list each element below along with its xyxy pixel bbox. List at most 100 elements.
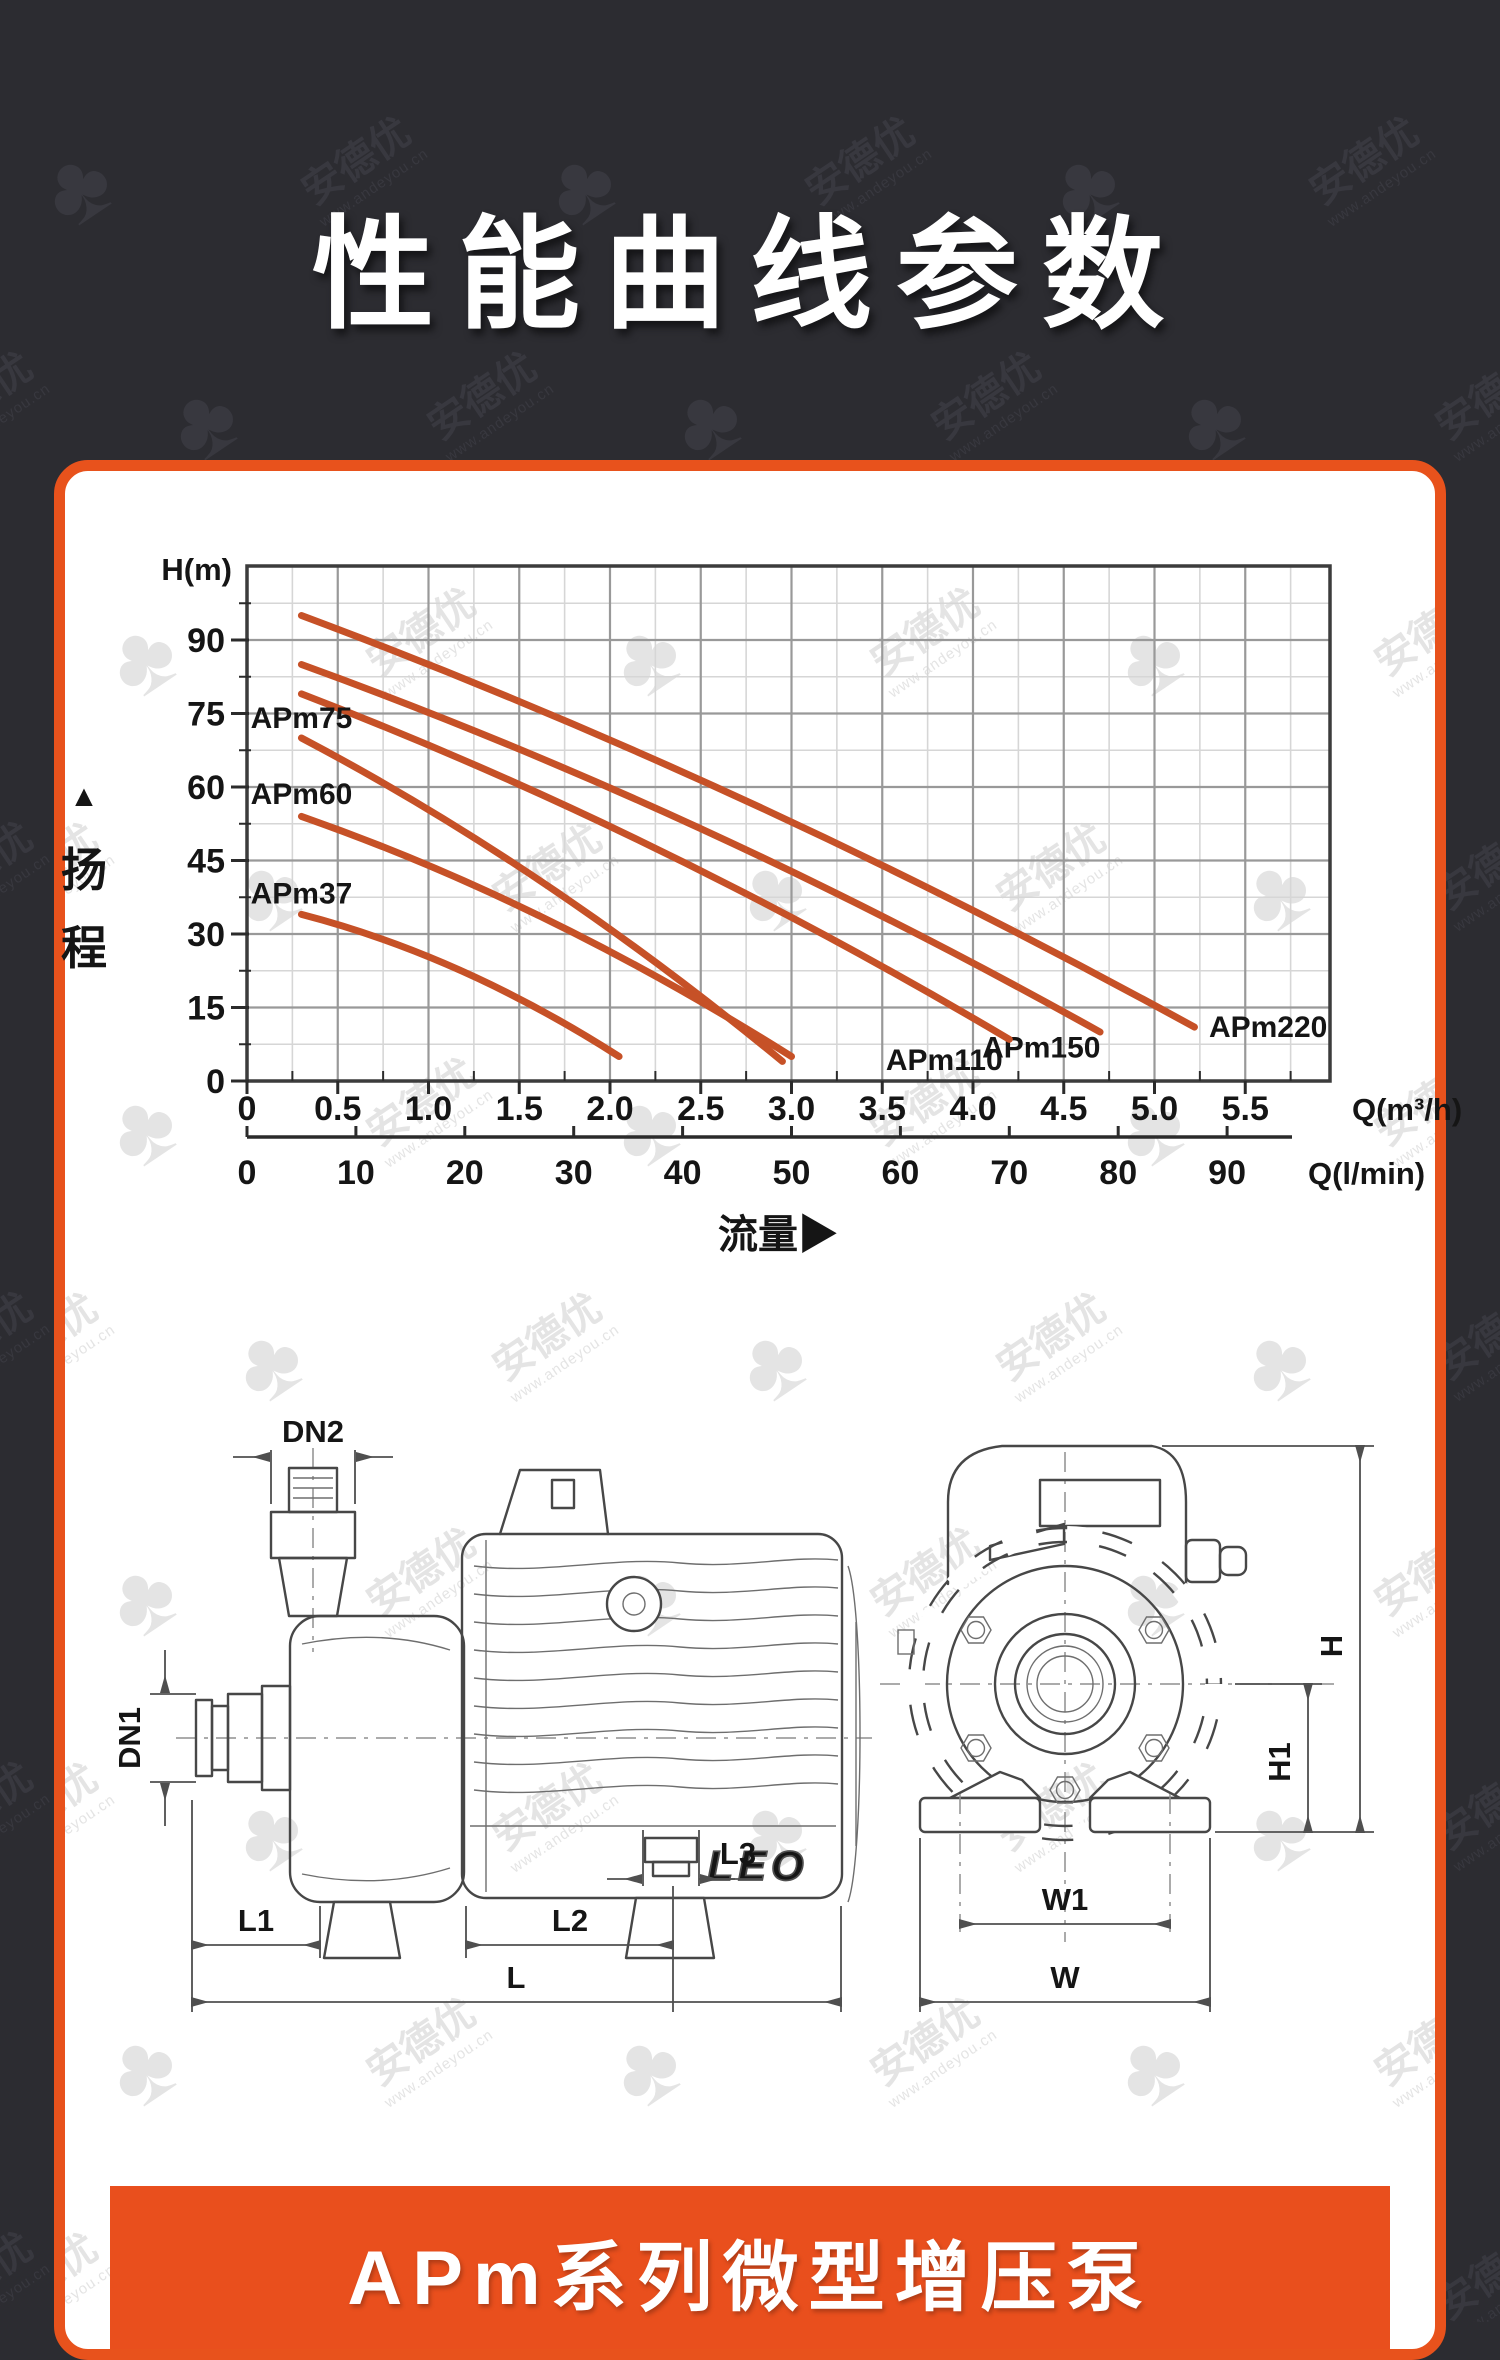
watermark-brand-text: 安德优 bbox=[485, 1285, 610, 1390]
watermark-url-text: www.andeyou.cn bbox=[885, 616, 1001, 702]
watermark-brand-text: 安德优 bbox=[924, 344, 1049, 449]
watermark-brand-text: 安德优 bbox=[485, 815, 610, 920]
watermark-tile: ♣ bbox=[86, 1067, 198, 1191]
watermark-url-text: www.andeyou.cn bbox=[0, 1320, 54, 1406]
watermark-tile: ♣ bbox=[212, 1302, 324, 1426]
watermark-logo-icon: ♣ bbox=[1094, 2006, 1207, 2131]
watermark-brand-text: 安德优 bbox=[0, 344, 41, 449]
watermark-brand-text: 安德优 bbox=[359, 1050, 484, 1155]
watermark-url-text: www.andeyou.cn bbox=[885, 1086, 1001, 1172]
watermark-logo-icon: ♣ bbox=[212, 1301, 325, 1426]
watermark-url-text: www.andeyou.cn bbox=[442, 380, 558, 466]
watermark-logo-icon: ♣ bbox=[212, 1771, 325, 1896]
watermark-url-text: www.andeyou.cn bbox=[1450, 1790, 1500, 1876]
watermark-logo-icon: ♣ bbox=[590, 596, 703, 721]
watermark-tile: ♣ bbox=[1220, 1302, 1332, 1426]
watermark-tile: ♣ bbox=[86, 597, 198, 721]
watermark-url-text: www.andeyou.cn bbox=[1389, 2026, 1435, 2112]
watermark-brand-text: 安德优 bbox=[65, 2225, 106, 2330]
watermark-brand-text: 安德优 bbox=[65, 815, 106, 920]
watermark-url-text: www.andeyou.cn bbox=[65, 1321, 119, 1407]
watermark-url-text: www.andeyou.cn bbox=[507, 851, 623, 937]
watermark-brand-text: 安德优 bbox=[989, 1755, 1114, 1860]
watermark-url-text: www.andeyou.cn bbox=[1011, 1321, 1127, 1407]
watermark-url-text: www.andeyou.cn bbox=[1389, 1086, 1435, 1172]
watermark-brand-text: 安德优 bbox=[863, 1520, 988, 1625]
watermark-url-text: www.andeyou.cn bbox=[1450, 380, 1500, 466]
watermark-brand-text: 安德优 bbox=[359, 1990, 484, 2095]
page-title: 性能曲线参数 bbox=[312, 207, 1188, 343]
watermark-brand-text: 安德优 bbox=[863, 1050, 988, 1155]
watermark-logo-icon: ♣ bbox=[1220, 1771, 1333, 1896]
watermark-tile: ♣ bbox=[212, 471, 324, 486]
watermark-tile: ♣ bbox=[1094, 2007, 1206, 2131]
watermark-url-text: www.andeyou.cn bbox=[507, 1321, 623, 1407]
watermark-brand-text: 安德优 bbox=[65, 1285, 106, 1390]
watermark-url-text: www.andeyou.cn bbox=[65, 1791, 119, 1877]
watermark-url-text: www.andeyou.cn bbox=[381, 616, 497, 702]
watermark-brand-text: 安德优 bbox=[1367, 1520, 1435, 1625]
content-card: 安德优www.andeyou.cn♣安德优www.andeyou.cn♣安德优w… bbox=[54, 460, 1446, 2360]
watermark-url-text: www.andeyou.cn bbox=[1450, 850, 1500, 936]
watermark-brand-text: 安德优 bbox=[485, 1755, 610, 1860]
watermark-url-text: www.andeyou.cn bbox=[1450, 1320, 1500, 1406]
watermark-url-text: www.andeyou.cn bbox=[1389, 1556, 1435, 1642]
watermark-url-text: www.andeyou.cn bbox=[1011, 851, 1127, 937]
watermark-layer-light: 安德优www.andeyou.cn♣安德优www.andeyou.cn♣安德优w… bbox=[65, 471, 1435, 2349]
watermark-tile: ♣ bbox=[590, 1537, 702, 1661]
watermark-brand-text: 安德优 bbox=[0, 1284, 41, 1389]
watermark-tile: ♣ bbox=[1094, 1067, 1206, 1191]
watermark-url-text: www.andeyou.cn bbox=[507, 1791, 623, 1877]
watermark-brand-text: 安德优 bbox=[989, 1285, 1114, 1390]
watermark-logo-icon: ♣ bbox=[1094, 1066, 1207, 1191]
watermark-logo-icon: ♣ bbox=[716, 831, 829, 956]
watermark-logo-icon: ♣ bbox=[716, 1771, 829, 1896]
watermark-tile: ♣ bbox=[651, 0, 763, 15]
watermark-url-text: www.andeyou.cn bbox=[0, 1790, 54, 1876]
watermark-tile: ♣ bbox=[590, 597, 702, 721]
series-banner-label: APm系列微型增压泵 bbox=[347, 2236, 1153, 2321]
watermark-url-text: www.andeyou.cn bbox=[946, 380, 1062, 466]
watermark-tile: ♣ bbox=[86, 1537, 198, 1661]
watermark-tile: ♣ bbox=[1155, 0, 1267, 15]
watermark-brand-text: 安德优 bbox=[0, 814, 41, 919]
watermark-logo-icon: ♣ bbox=[716, 471, 828, 486]
watermark-brand-text: 安德优 bbox=[359, 580, 484, 685]
watermark-tile: ♣ bbox=[716, 471, 828, 486]
watermark-logo-icon: ♣ bbox=[590, 1536, 703, 1661]
watermark-tile: ♣ bbox=[1220, 471, 1332, 486]
watermark-brand-text: 安德优 bbox=[1367, 580, 1435, 685]
watermark-brand-text: 安德优 bbox=[359, 1520, 484, 1625]
watermark-url-text: www.andeyou.cn bbox=[0, 2260, 54, 2322]
watermark-logo-icon: ♣ bbox=[86, 1536, 199, 1661]
watermark-brand-text: 安德优 bbox=[65, 1755, 106, 1860]
watermark-tile: ♣ bbox=[1094, 1537, 1206, 1661]
watermark-tile: ♣ bbox=[1220, 1772, 1332, 1896]
watermark-url-text: www.andeyou.cn bbox=[381, 1086, 497, 1172]
watermark-url-text: www.andeyou.cn bbox=[381, 1556, 497, 1642]
watermark-tile: ♣ bbox=[590, 1067, 702, 1191]
watermark-logo-icon: ♣ bbox=[212, 831, 325, 956]
watermark-logo-icon: ♣ bbox=[1155, 0, 1267, 15]
watermark-logo-icon: ♣ bbox=[212, 471, 324, 486]
watermark-logo-icon: ♣ bbox=[86, 1066, 199, 1191]
watermark-tile: ♣ bbox=[716, 832, 828, 956]
watermark-url-text: www.andeyou.cn bbox=[1450, 2260, 1500, 2322]
watermark-url-text: www.andeyou.cn bbox=[885, 1556, 1001, 1642]
watermark-tile: ♣ bbox=[212, 1772, 324, 1896]
